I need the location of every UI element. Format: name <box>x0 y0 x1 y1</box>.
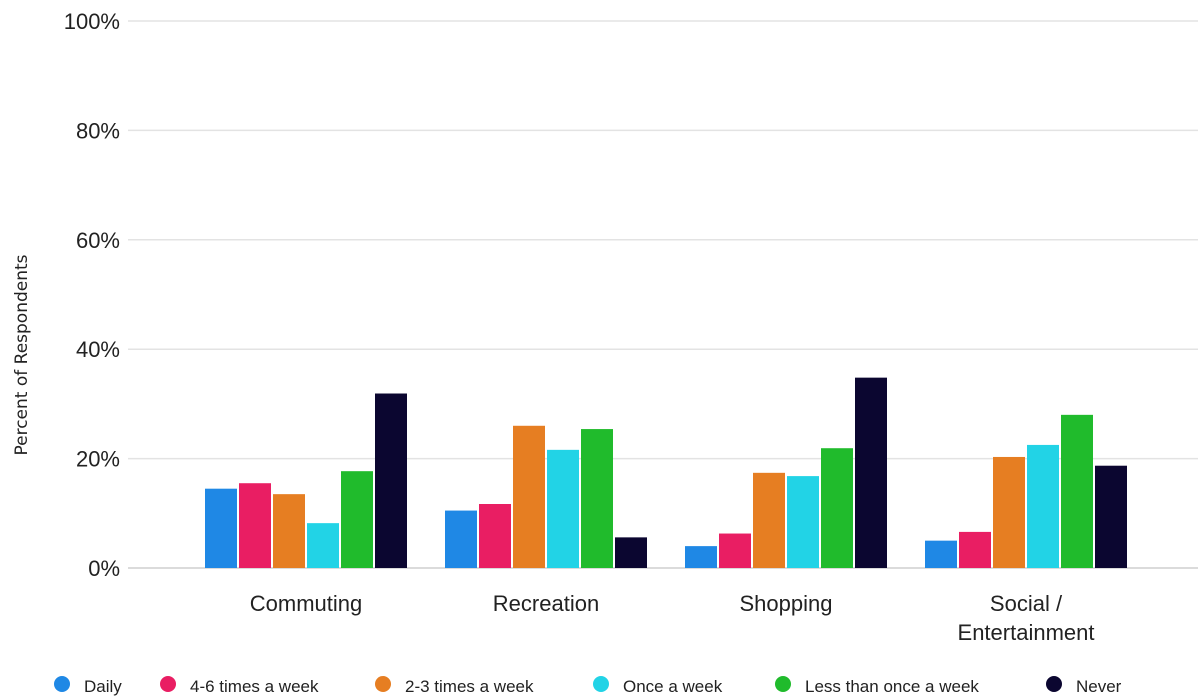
bar <box>685 546 717 568</box>
bar <box>341 471 373 568</box>
bar <box>273 494 305 568</box>
bar <box>821 448 853 568</box>
x-tick-label: Shopping <box>740 591 833 616</box>
y-axis-ticks: 0% 20% 40% 60% 80% 100% <box>64 9 120 581</box>
bar <box>787 476 819 568</box>
bar-group-0 <box>205 393 407 568</box>
y-tick-label: 100% <box>64 9 120 34</box>
y-tick-label: 80% <box>76 118 120 143</box>
bar <box>753 472 785 568</box>
bar <box>239 483 271 568</box>
y-tick-label: 60% <box>76 228 120 253</box>
legend-item: 4-6 times a week <box>160 676 319 696</box>
bars <box>205 377 1127 568</box>
bar <box>375 393 407 568</box>
legend-label: Once a week <box>623 677 723 696</box>
legend-marker <box>160 676 176 692</box>
bar <box>205 488 237 568</box>
legend-marker <box>593 676 609 692</box>
x-tick-label: Social / <box>990 591 1063 616</box>
legend-marker <box>775 676 791 692</box>
legend-label: Less than once a week <box>805 677 979 696</box>
y-tick-label: 20% <box>76 447 120 472</box>
legend-label: Daily <box>84 677 122 696</box>
bar <box>1027 444 1059 568</box>
x-tick-label: Commuting <box>250 591 362 616</box>
legend-item: 2-3 times a week <box>375 676 534 696</box>
bar-group-3 <box>925 414 1127 568</box>
bar-group-1 <box>445 425 647 568</box>
bar <box>307 523 339 568</box>
bar <box>581 429 613 568</box>
bar <box>993 456 1025 568</box>
legend-label: 4-6 times a week <box>190 677 319 696</box>
legend: Daily 4-6 times a week 2-3 times a week Onc… <box>54 676 1122 696</box>
legend-item: Never <box>1046 676 1122 696</box>
bar <box>513 425 545 568</box>
legend-marker <box>1046 676 1062 692</box>
legend-label: Never <box>1076 677 1122 696</box>
legend-label: 2-3 times a week <box>405 677 534 696</box>
bar <box>615 537 647 568</box>
x-axis-ticks: Commuting Recreation Shopping Social / Enter… <box>250 591 1095 645</box>
x-tick-label: Recreation <box>493 591 599 616</box>
bar <box>925 540 957 568</box>
bar <box>1095 465 1127 568</box>
legend-item: Less than once a week <box>775 676 979 696</box>
legend-marker <box>375 676 391 692</box>
bar-group-2 <box>685 377 887 568</box>
legend-item: Once a week <box>593 676 723 696</box>
legend-item: Daily <box>54 676 122 696</box>
bar <box>855 377 887 568</box>
bar <box>1061 414 1093 568</box>
bar <box>959 531 991 568</box>
bar <box>479 504 511 568</box>
y-axis-title: Percent of Respondents <box>12 254 32 455</box>
bar <box>445 510 477 568</box>
legend-marker <box>54 676 70 692</box>
y-tick-label: 40% <box>76 337 120 362</box>
y-tick-label: 0% <box>88 556 120 581</box>
x-tick-label: Entertainment <box>958 620 1095 645</box>
bar <box>719 533 751 568</box>
bar <box>547 449 579 568</box>
